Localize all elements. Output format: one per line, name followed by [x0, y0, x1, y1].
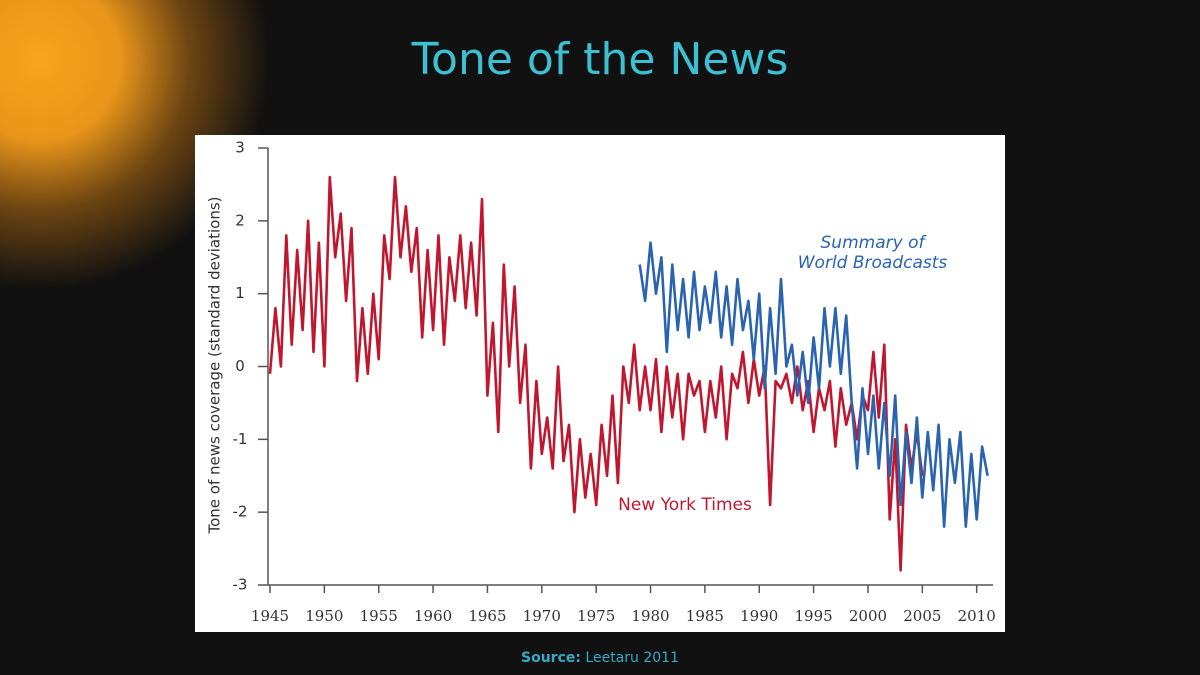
x-tick-label: 1975 [577, 607, 615, 625]
series-label: New York Times [618, 495, 752, 515]
series-label: Summary of World Broadcasts [797, 233, 948, 273]
chart-background [195, 135, 1005, 632]
x-tick-label: 1985 [686, 607, 724, 625]
x-tick-label: 1950 [305, 607, 343, 625]
source-text: Leetaru 2011 [585, 650, 679, 666]
x-tick-label: 1945 [251, 607, 289, 625]
x-tick-label: 1970 [523, 607, 561, 625]
x-tick-label: 2005 [903, 607, 941, 625]
x-tick-label: 1995 [795, 607, 833, 625]
source: Source: Leetaru 2011 [0, 650, 1200, 666]
y-tick-label: 3 [235, 139, 245, 157]
source-label: Source: [521, 650, 581, 666]
x-tick-label: 2010 [958, 607, 996, 625]
x-tick-label: 1955 [360, 607, 398, 625]
y-tick-label: 0 [235, 357, 245, 375]
chart: Tone of news coverage (standard deviatio… [195, 135, 1005, 632]
x-tick-label: 1980 [631, 607, 669, 625]
series-line [268, 175, 924, 572]
slide-title: Tone of the News [411, 34, 789, 85]
y-tick-label: -2 [233, 503, 248, 521]
x-tick-label: 1990 [740, 607, 778, 625]
x-tick-label: 1960 [414, 607, 452, 625]
y-axis-label: Tone of news coverage (standard deviatio… [206, 196, 224, 534]
x-tick-label: 1965 [468, 607, 506, 625]
y-tick-label: -3 [233, 576, 248, 594]
y-tick-label: 1 [235, 284, 245, 302]
y-tick-label: -1 [233, 430, 248, 448]
series-line [638, 241, 989, 528]
x-tick-label: 2000 [849, 607, 887, 625]
y-tick-label: 2 [235, 211, 245, 229]
